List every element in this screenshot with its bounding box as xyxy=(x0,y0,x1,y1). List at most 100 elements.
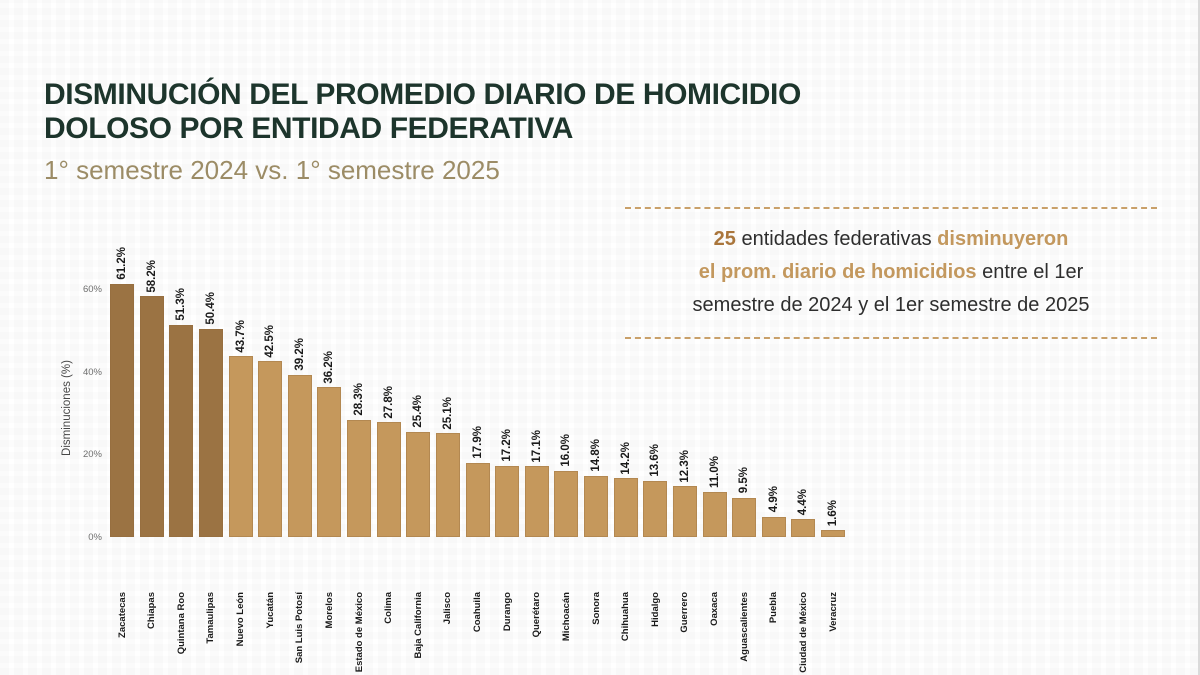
x-axis-label-cell: Puebla xyxy=(762,592,786,672)
x-axis-label: Chiapas xyxy=(146,592,158,629)
bar-value-label: 17.2% xyxy=(501,429,514,462)
bar xyxy=(317,387,342,537)
x-axis-label-cell: Quintana Roo xyxy=(169,592,193,672)
bar xyxy=(198,328,223,537)
bar-column: 61.2% xyxy=(110,247,134,537)
bar-value-label: 16.0% xyxy=(560,434,573,467)
bar xyxy=(258,361,283,537)
bar xyxy=(228,356,253,537)
x-axis-label-cell: Baja California xyxy=(406,592,430,672)
title-line-2: DOLOSO POR ENTIDAD FEDERATIVA xyxy=(44,112,573,145)
x-axis-label-cell: Aguascalientes xyxy=(732,592,756,672)
x-axis-label: Morelos xyxy=(323,592,335,629)
bar-column: 43.7% xyxy=(228,319,253,537)
x-axis-label: Nuevo León xyxy=(235,592,246,647)
bar-value-label: 1.6% xyxy=(827,500,839,527)
x-axis-label-cell: Querétaro xyxy=(525,592,549,672)
x-axis-label-cell: Durango xyxy=(495,592,519,672)
bar xyxy=(524,466,549,537)
bar-column: 11.0% xyxy=(702,456,727,537)
bar xyxy=(406,432,431,537)
bar-column: 17.9% xyxy=(465,426,490,537)
x-axis-label-cell: Coahuila xyxy=(466,592,490,672)
x-axis-label-cell: Tamaulipas xyxy=(199,592,223,672)
x-axis-label: Hidalgo xyxy=(649,592,661,627)
bar xyxy=(761,516,786,537)
bar-value-label: 13.6% xyxy=(649,444,662,477)
bar xyxy=(287,375,312,537)
bar-column: 25.1% xyxy=(435,396,460,537)
x-axis-label: Durango xyxy=(501,592,513,632)
y-axis-tick-label: 20% xyxy=(82,449,102,461)
bar xyxy=(139,296,164,537)
x-axis-label-cell: Nuevo León xyxy=(229,592,253,672)
bar xyxy=(465,463,490,537)
x-axis-label-cell: Hidalgo xyxy=(643,592,667,672)
x-axis-label: Chihuahua xyxy=(620,592,632,642)
x-axis-label: Colima xyxy=(383,592,395,624)
y-axis-tick-label: 60% xyxy=(82,284,102,295)
x-axis-label: Aguascalientes xyxy=(738,592,750,662)
x-axis-label-cell: Michoacán xyxy=(554,592,578,672)
subtitle: 1° semestre 2024 vs. 1° semestre 2025 xyxy=(44,155,500,185)
bars-row: 61.2% 58.2% 51.3% 50.4% 43.7% 42.5% 39.2% 36.2%… xyxy=(110,247,845,537)
x-axis-label-cell: Oaxaca xyxy=(703,592,727,672)
bar-value-label: 61.2% xyxy=(116,247,128,280)
annotation-box: 25 entidades federativas disminuyeron el … xyxy=(625,207,1157,339)
x-axis-label-cell: San Luis Potosí xyxy=(288,592,312,672)
y-axis-tick-label: 40% xyxy=(82,366,102,378)
bar-column: 1.6% xyxy=(821,500,845,537)
x-axis-label-cell: Jalisco xyxy=(436,592,460,672)
x-axis-label-cell: Estado de México xyxy=(347,592,371,672)
bar-value-label: 36.2% xyxy=(323,350,336,384)
x-axis-label: Zacatecas xyxy=(116,592,128,638)
x-axis-label: Puebla xyxy=(768,592,780,624)
bar-value-label: 39.2% xyxy=(293,338,306,371)
x-axis-label-cell: Ciudad de México xyxy=(791,592,815,673)
bar-column: 17.1% xyxy=(524,429,549,537)
bar xyxy=(584,475,608,537)
bar-column: 17.2% xyxy=(495,429,520,537)
bar-column: 39.2% xyxy=(287,338,312,537)
annotation-highlight: el prom. diario de homicidios xyxy=(698,261,977,283)
x-axis-labels: Zacatecas Chiapas Quintana Roo Tamaulipas Nu… xyxy=(110,592,845,673)
bar-column: 4.9% xyxy=(761,486,786,537)
bar xyxy=(435,433,460,537)
x-axis-label-cell: Chihuahua xyxy=(614,592,638,672)
bar xyxy=(376,422,401,537)
bar-value-label: 9.5% xyxy=(738,467,751,494)
bar-value-label: 4.9% xyxy=(767,486,780,513)
x-axis-label: Coahuila xyxy=(472,592,483,633)
bar-column: 42.5% xyxy=(258,324,283,537)
bar-column: 4.4% xyxy=(791,489,816,537)
bar-column: 25.4% xyxy=(406,395,431,537)
bar-value-label: 51.3% xyxy=(175,288,188,321)
x-axis-label-cell: Zacatecas xyxy=(110,592,134,672)
bar-value-label: 25.4% xyxy=(412,395,425,428)
bar xyxy=(821,530,845,537)
bar-column: 36.2% xyxy=(317,350,342,537)
bar-value-label: 58.2% xyxy=(145,259,158,293)
bar-value-label: 43.7% xyxy=(234,319,247,353)
bar xyxy=(347,420,371,537)
bar-column: 13.6% xyxy=(643,444,668,537)
bar xyxy=(554,470,579,537)
bar-value-label: 17.9% xyxy=(471,426,484,459)
bar-value-label: 17.1% xyxy=(530,429,543,463)
bar-value-label: 14.8% xyxy=(590,439,602,472)
x-axis-label: Guerrero xyxy=(679,592,691,633)
x-axis-label: Jalisco xyxy=(442,592,454,625)
x-axis-label: Quintana Roo xyxy=(175,592,187,655)
bar-value-label: 12.3% xyxy=(678,449,691,483)
x-axis-label: Baja California xyxy=(412,592,424,659)
bar xyxy=(169,325,194,537)
bar-column: 27.8% xyxy=(376,386,401,537)
bar-value-label: 25.1% xyxy=(441,396,454,430)
annotation-highlight: disminuyeron xyxy=(937,228,1069,250)
annotation-segment: entidades federativas xyxy=(735,228,938,250)
x-axis-label-cell: Yucatán xyxy=(258,592,282,672)
annotation-segment: entre el 1er xyxy=(976,261,1084,283)
bar-value-label: 42.5% xyxy=(264,324,277,358)
x-axis-label: Querétaro xyxy=(531,592,543,638)
bar xyxy=(110,284,134,537)
